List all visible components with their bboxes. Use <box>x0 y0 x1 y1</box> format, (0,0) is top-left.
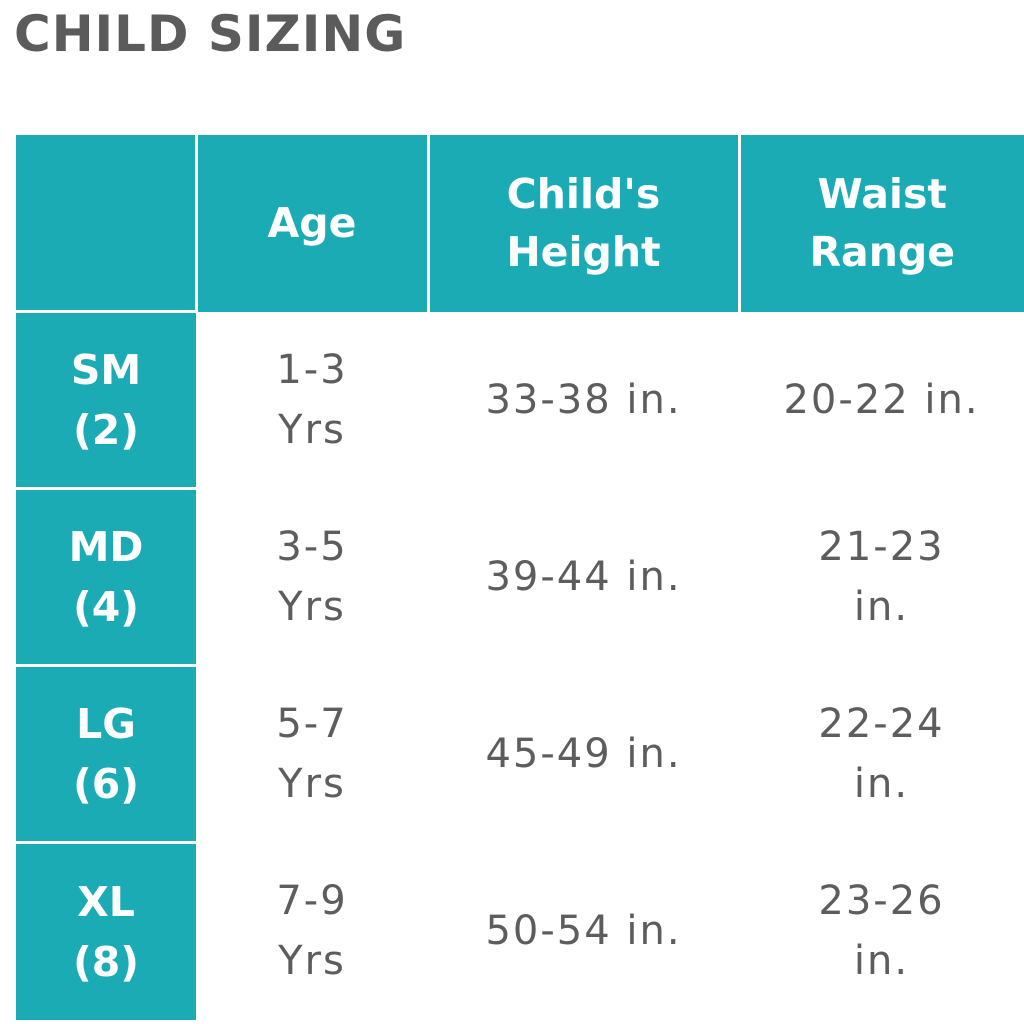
waist-value: 23-26 in. <box>818 878 945 984</box>
table-row: LG (6) 5-7 Yrs 45-49 in. 22-24 in. <box>16 664 1024 843</box>
header-height-label: Child's Height <box>506 170 661 277</box>
age-value: 3-5 Yrs <box>276 524 348 630</box>
table-row: MD (4) 3-5 Yrs 39-44 in. 21-23 in. <box>16 487 1024 666</box>
sizing-table: Age Child's Height Waist Range SM (2) 1-… <box>16 135 1024 1020</box>
header-waist-label: Waist Range <box>809 170 956 277</box>
height-value: 33-38 in. <box>485 377 682 423</box>
table-row: XL (8) 7-9 Yrs 50-54 in. 23-26 in. <box>16 841 1024 1020</box>
age-cell: 3-5 Yrs <box>196 488 428 666</box>
age-value: 7-9 Yrs <box>276 878 348 984</box>
age-value: 5-7 Yrs <box>276 701 348 807</box>
size-cell: MD (4) <box>16 487 196 666</box>
header-age-label: Age <box>267 199 357 248</box>
waist-cell: 23-26 in. <box>739 842 1024 1020</box>
waist-cell: 21-23 in. <box>739 488 1024 666</box>
table-row: SM (2) 1-3 Yrs 33-38 in. 20-22 in. <box>16 310 1024 489</box>
age-cell: 7-9 Yrs <box>196 842 428 1020</box>
size-label: MD (4) <box>68 523 144 631</box>
header-size <box>16 135 198 312</box>
waist-cell: 22-24 in. <box>739 665 1024 843</box>
header-height: Child's Height <box>428 135 741 312</box>
size-label: LG (6) <box>72 700 139 808</box>
height-value: 45-49 in. <box>485 731 682 777</box>
size-label: SM (2) <box>70 346 142 454</box>
size-cell: XL (8) <box>16 841 196 1020</box>
size-cell: SM (2) <box>16 310 196 489</box>
waist-value: 21-23 in. <box>818 524 945 630</box>
page-title: CHILD SIZING <box>14 5 407 63</box>
header-age: Age <box>196 135 430 312</box>
waist-value: 22-24 in. <box>818 701 945 807</box>
height-value: 50-54 in. <box>485 908 682 954</box>
height-cell: 50-54 in. <box>428 842 739 1020</box>
size-label: XL (8) <box>72 877 139 986</box>
height-cell: 45-49 in. <box>428 665 739 843</box>
age-cell: 1-3 Yrs <box>196 311 428 489</box>
height-cell: 33-38 in. <box>428 311 739 489</box>
age-value: 1-3 Yrs <box>276 347 348 453</box>
height-value: 39-44 in. <box>485 554 682 600</box>
height-cell: 39-44 in. <box>428 488 739 666</box>
size-cell: LG (6) <box>16 664 196 843</box>
waist-value: 20-22 in. <box>783 377 980 423</box>
waist-cell: 20-22 in. <box>739 311 1024 489</box>
header-waist: Waist Range <box>739 135 1024 312</box>
age-cell: 5-7 Yrs <box>196 665 428 843</box>
table-header-row: Age Child's Height Waist Range <box>16 135 1024 312</box>
